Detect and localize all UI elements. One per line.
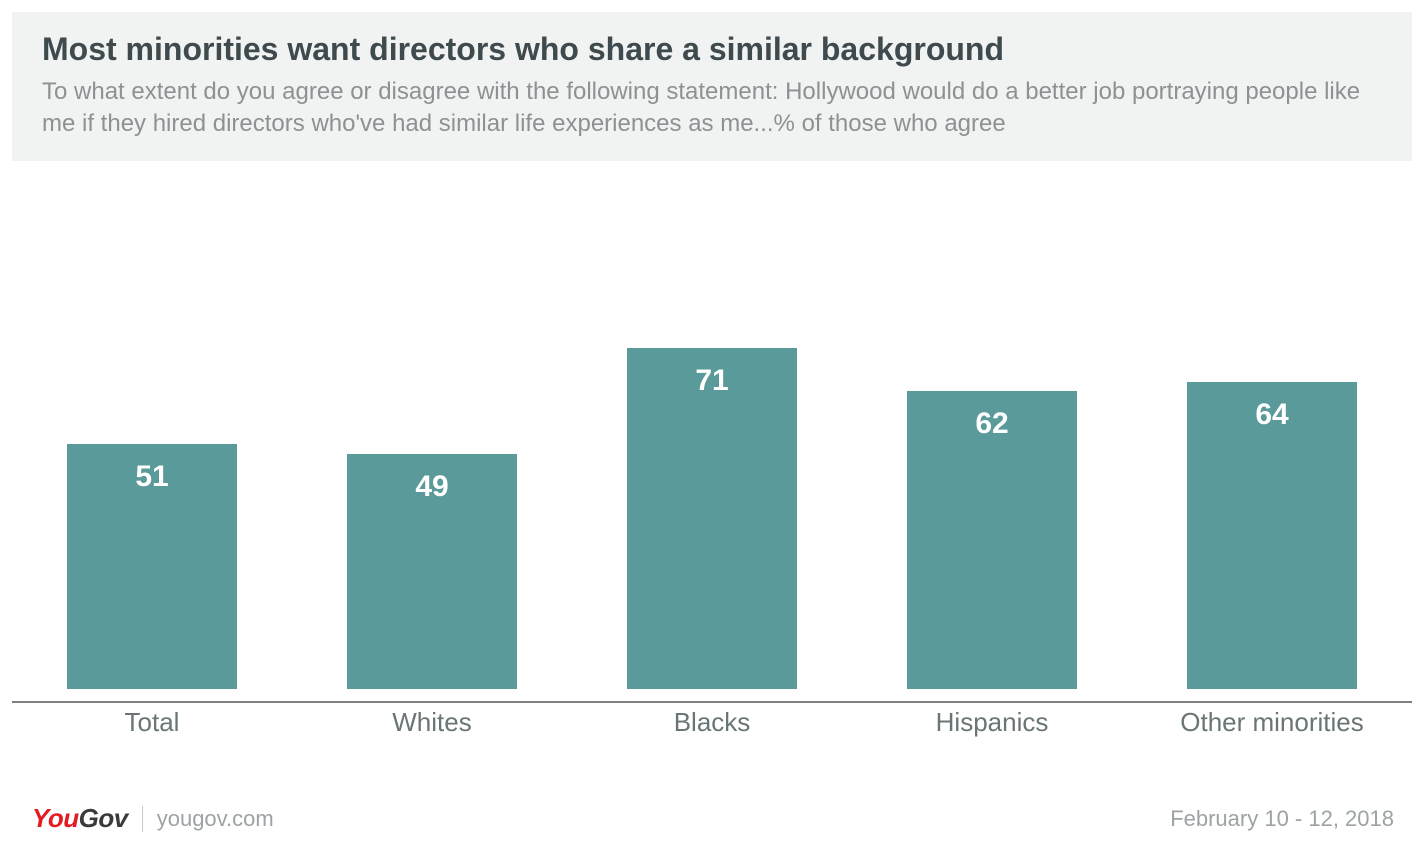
footer-date: February 10 - 12, 2018 (1170, 806, 1394, 832)
bar: 62 (907, 391, 1077, 689)
bar-chart: 51 Total 49 Whites 71 Blacks 62 Hispanics 64 Othe… (12, 209, 1412, 739)
footer-divider (142, 806, 143, 832)
bar-category-label: Total (125, 707, 180, 739)
footer-url: yougov.com (157, 806, 274, 832)
bar-value-label: 49 (415, 470, 448, 504)
bar-group: 71 Blacks (572, 209, 852, 739)
logo-gov-text: Gov (79, 803, 128, 833)
bar-column: 62 (852, 209, 1132, 689)
bar: 64 (1187, 382, 1357, 689)
chart-footer: YouGov yougov.com February 10 - 12, 2018 (32, 803, 1394, 834)
logo-you-text: You (32, 803, 79, 833)
bar: 49 (347, 454, 517, 689)
chart-subtitle: To what extent do you agree or disagree … (42, 76, 1382, 138)
bar: 71 (627, 348, 797, 689)
yougov-logo: YouGov (32, 803, 128, 834)
bar-group: 64 Other minorities (1132, 209, 1412, 739)
bar: 51 (67, 444, 237, 689)
bar-value-label: 51 (135, 460, 168, 494)
bar-value-label: 62 (975, 407, 1008, 441)
bar-category-label: Hispanics (936, 707, 1049, 739)
bar-group: 51 Total (12, 209, 292, 739)
bar-category-label: Other minorities (1180, 707, 1364, 739)
chart-header: Most minorities want directors who share… (12, 12, 1412, 161)
bar-category-label: Whites (392, 707, 471, 739)
bar-group: 49 Whites (292, 209, 572, 739)
bar-group: 62 Hispanics (852, 209, 1132, 739)
bar-category-label: Blacks (674, 707, 751, 739)
footer-left: YouGov yougov.com (32, 803, 274, 834)
bar-column: 49 (292, 209, 572, 689)
bar-value-label: 71 (695, 364, 728, 398)
chart-title: Most minorities want directors who share… (42, 30, 1382, 68)
bar-column: 64 (1132, 209, 1412, 689)
bar-column: 51 (12, 209, 292, 689)
chart-baseline (12, 701, 1412, 703)
bar-value-label: 64 (1255, 398, 1288, 432)
bar-column: 71 (572, 209, 852, 689)
